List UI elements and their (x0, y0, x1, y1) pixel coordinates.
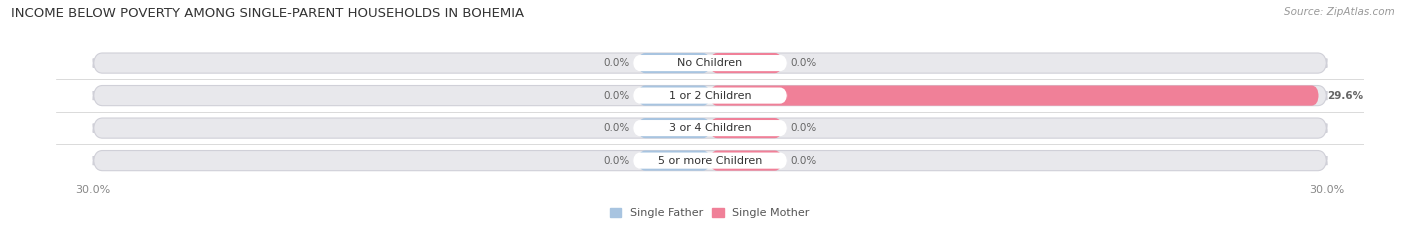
FancyBboxPatch shape (633, 55, 787, 71)
FancyBboxPatch shape (710, 53, 782, 73)
Legend: Single Father, Single Mother: Single Father, Single Mother (610, 208, 810, 218)
FancyBboxPatch shape (633, 120, 787, 136)
FancyBboxPatch shape (710, 151, 782, 171)
Text: 0.0%: 0.0% (790, 156, 817, 166)
FancyBboxPatch shape (93, 118, 1327, 138)
Text: 5 or more Children: 5 or more Children (658, 156, 762, 166)
FancyBboxPatch shape (93, 53, 1327, 73)
FancyBboxPatch shape (638, 118, 710, 138)
Text: 0.0%: 0.0% (603, 58, 630, 68)
FancyBboxPatch shape (633, 153, 787, 169)
Text: 0.0%: 0.0% (790, 123, 817, 133)
Text: 3 or 4 Children: 3 or 4 Children (669, 123, 751, 133)
FancyBboxPatch shape (638, 86, 710, 106)
Text: INCOME BELOW POVERTY AMONG SINGLE-PARENT HOUSEHOLDS IN BOHEMIA: INCOME BELOW POVERTY AMONG SINGLE-PARENT… (11, 7, 524, 20)
Text: 29.6%: 29.6% (1327, 91, 1362, 101)
FancyBboxPatch shape (638, 151, 710, 171)
Text: No Children: No Children (678, 58, 742, 68)
Text: 0.0%: 0.0% (790, 58, 817, 68)
Text: 0.0%: 0.0% (603, 156, 630, 166)
FancyBboxPatch shape (638, 53, 710, 73)
FancyBboxPatch shape (710, 118, 782, 138)
Text: 0.0%: 0.0% (603, 91, 630, 101)
FancyBboxPatch shape (710, 86, 1319, 106)
Text: Source: ZipAtlas.com: Source: ZipAtlas.com (1284, 7, 1395, 17)
FancyBboxPatch shape (93, 151, 1327, 171)
Text: 1 or 2 Children: 1 or 2 Children (669, 91, 751, 101)
FancyBboxPatch shape (633, 88, 787, 104)
FancyBboxPatch shape (93, 86, 1327, 106)
Text: 0.0%: 0.0% (603, 123, 630, 133)
